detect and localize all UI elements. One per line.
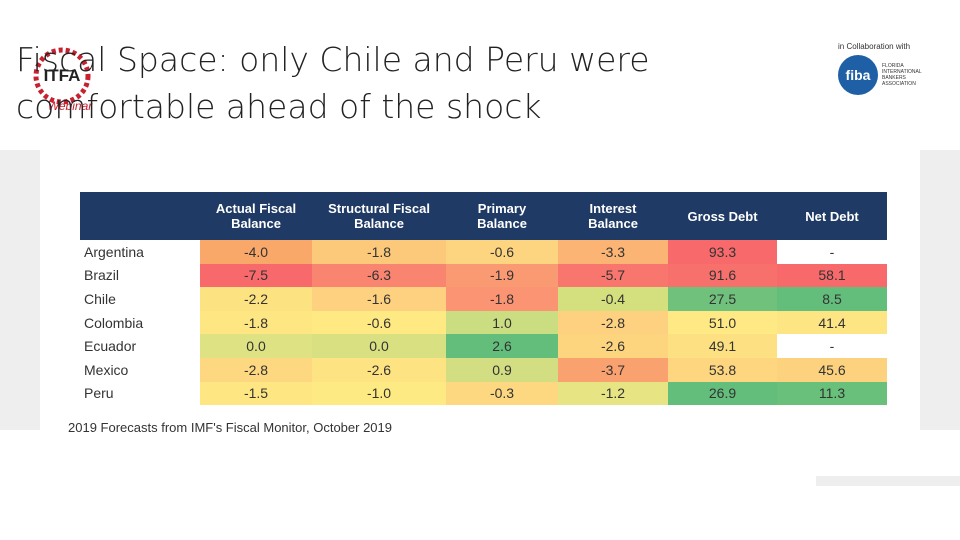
cell: -0.4 [558,287,668,311]
fiba-row: fiba FLORIDA INTERNATIONAL BANKERS ASSOC… [838,55,948,95]
cell: -1.6 [312,287,446,311]
header-row: Actual Fiscal Balance Structural Fiscal B… [80,192,887,240]
country: Colombia [80,310,200,335]
cell: 11.3 [777,381,887,406]
table-row: Chile -2.2 -1.6 -1.8 -0.4 27.5 8.5 [80,287,887,311]
country: Argentina [80,240,200,264]
country: Mexico [80,357,200,382]
cell: -2.2 [200,287,312,311]
cell: 91.6 [668,263,777,288]
cell: 51.0 [668,310,777,335]
cell: -1.8 [446,287,558,311]
cell: -1.8 [312,240,446,264]
cell: -0.6 [446,240,558,264]
decoration [920,150,960,430]
cell: 26.9 [668,381,777,406]
cell: -1.8 [200,310,312,335]
cell: -2.8 [558,310,668,335]
cell: 58.1 [777,263,887,288]
cell: -1.0 [312,381,446,406]
cell: - [777,334,887,358]
cell: -0.3 [446,381,558,406]
logo-name: ITFA [44,66,81,85]
fiscal-table: Actual Fiscal Balance Structural Fiscal B… [80,192,887,406]
decoration [0,150,40,430]
column-header: Primary Balance [446,192,558,240]
country: Chile [80,287,200,311]
cell: 93.3 [668,240,777,264]
table-body: Argentina -4.0 -1.8 -0.6 -3.3 93.3- Brazil -7.5… [80,240,887,406]
slide-title: Fiscal Space: only Chile and Peru were c… [16,40,650,126]
fiba-logo: in Collaboration with fiba FLORIDA INTER… [838,42,948,95]
cell: - [777,240,887,264]
cell: 1.0 [446,310,558,335]
cell: 0.0 [312,334,446,358]
cell: 45.6 [777,357,887,382]
decoration [816,476,960,486]
cell: -4.0 [200,240,312,264]
cell: 0.9 [446,357,558,382]
column-header: Gross Debt [668,192,777,240]
cell: -2.8 [200,357,312,382]
table-row: Argentina -4.0 -1.8 -0.6 -3.3 93.3- [80,240,887,264]
logo-tag: Webinar [48,99,93,113]
country: Peru [80,381,200,406]
cell: -1.2 [558,381,668,406]
cell: 53.8 [668,357,777,382]
country: Brazil [80,263,200,288]
table-row: Colombia -1.8 -0.6 1.0 -2.8 51.0 41.4 [80,310,887,335]
cell: -1.5 [200,381,312,406]
collab-caption: in Collaboration with [838,42,911,51]
itfa-logo: ITFA Webinar [33,47,93,113]
cell: -3.7 [558,357,668,382]
fiba-org: FLORIDA INTERNATIONAL BANKERS ASSOCIATIO… [882,63,922,87]
cell: 2.6 [446,334,558,358]
column-header [80,192,200,240]
cell: -3.3 [558,240,668,264]
cell: -7.5 [200,263,312,288]
table-row: Peru -1.5 -1.0 -0.3 -1.2 26.9 11.3 [80,381,887,406]
cell: 41.4 [777,310,887,335]
cell: -2.6 [558,334,668,358]
table-caption: 2019 Forecasts from IMF's Fiscal Monitor… [68,420,392,435]
cell: -6.3 [312,263,446,288]
cell: -1.9 [446,263,558,288]
cell: -5.7 [558,263,668,288]
cell: 8.5 [777,287,887,311]
cell: 0.0 [200,334,312,358]
column-header: Net Debt [777,192,887,240]
column-header: Interest Balance [558,192,668,240]
cell: 49.1 [668,334,777,358]
cell: -0.6 [312,310,446,335]
fiba-mark: fiba [838,55,878,95]
cell: -2.6 [312,357,446,382]
column-header: Actual Fiscal Balance [200,192,312,240]
table-row: Brazil -7.5 -6.3 -1.9 -5.7 91.6 58.1 [80,263,887,288]
country: Ecuador [80,334,200,358]
column-header: Structural Fiscal Balance [312,192,446,240]
table-row: Mexico -2.8 -2.6 0.9 -3.7 53.8 45.6 [80,357,887,382]
cell: 27.5 [668,287,777,311]
table-row: Ecuador 0.0 0.0 2.6 -2.6 49.1- [80,334,887,358]
